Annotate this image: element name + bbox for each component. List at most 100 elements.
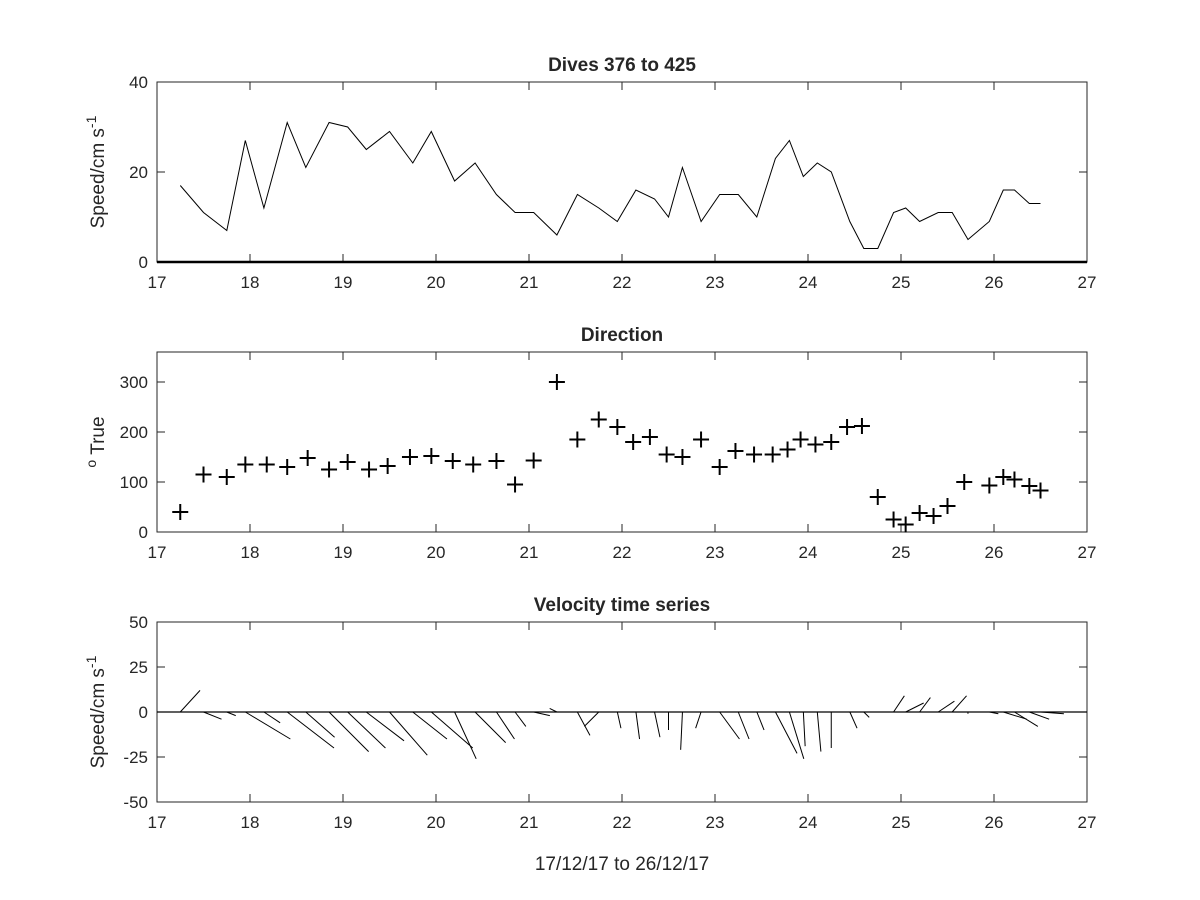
y-axis-label-main: True: [88, 416, 109, 454]
velocity-stick: [431, 711, 474, 749]
y-axis-label-sup: -1: [83, 115, 99, 128]
velocity-stick: [919, 697, 931, 713]
direction-marker: [939, 498, 956, 514]
direction-marker: [693, 431, 710, 448]
velocity-stick: [816, 711, 822, 752]
x-tick-label: 25: [892, 813, 911, 832]
direction-marker: [237, 456, 254, 473]
y-tick-label: 50: [129, 613, 148, 632]
y-tick-label: 0: [139, 703, 148, 722]
y-axis-label: o True: [83, 416, 109, 467]
direction-marker: [488, 453, 505, 469]
direction-marker: [279, 459, 296, 475]
chart-title: Dives 376 to 425: [548, 55, 696, 76]
velocity-stick: [937, 700, 955, 713]
direction-marker: [465, 456, 482, 473]
direction-marker: [807, 436, 824, 453]
y-tick-label: 100: [120, 473, 148, 492]
chart-title: Direction: [581, 325, 663, 346]
x-tick-label: 18: [241, 543, 260, 562]
x-tick-label: 21: [520, 273, 539, 292]
direction-marker: [897, 516, 914, 533]
direction-marker: [218, 469, 235, 485]
direction-marker: [361, 461, 378, 478]
x-tick-label: 27: [1078, 543, 1097, 562]
y-tick-label: 40: [129, 73, 148, 92]
x-tick-label: 18: [241, 813, 260, 832]
direction-marker: [885, 511, 902, 528]
velocity-stick: [616, 711, 622, 729]
velocity-stick: [756, 711, 765, 731]
x-tick-label: 19: [334, 543, 353, 562]
y-tick-label: 25: [129, 658, 148, 677]
direction-marker: [548, 374, 565, 390]
x-tick-label: 27: [1078, 273, 1097, 292]
x-tick-label: 21: [520, 813, 539, 832]
velocity-stick: [549, 707, 558, 713]
velocity-stick: [1014, 711, 1039, 727]
speed-series-line: [179, 120, 1041, 249]
y-axis-label-main: Speed/cm s: [88, 128, 109, 228]
x-tick-label: 17: [148, 813, 167, 832]
direction-marker: [956, 474, 973, 490]
direction-marker: [299, 450, 316, 466]
y-tick-label: 0: [139, 253, 148, 272]
direction-marker: [839, 419, 856, 435]
velocity-stick: [737, 711, 750, 740]
velocity-stick: [226, 711, 236, 717]
x-tick-label: 27: [1078, 813, 1097, 832]
velocity-stick: [365, 711, 405, 742]
direction-marker: [625, 434, 642, 450]
direction-marker: [609, 419, 626, 435]
velocity-stick: [328, 711, 370, 752]
x-tick-label: 24: [799, 813, 818, 832]
velocity-stick: [263, 711, 281, 724]
x-tick-label: 23: [706, 273, 725, 292]
direction-marker: [658, 446, 675, 463]
velocity-stick: [286, 711, 335, 749]
x-tick-label: 21: [520, 543, 539, 562]
velocity-stick: [496, 711, 515, 740]
direction-marker: [525, 452, 542, 469]
x-tick-label: 20: [427, 813, 446, 832]
direction-marker: [981, 477, 998, 494]
y-tick-label: 0: [139, 523, 148, 542]
direction-marker: [674, 449, 691, 465]
direction-marker: [379, 458, 396, 474]
y-axis-label-sup: -1: [83, 655, 99, 668]
x-tick-label: 19: [334, 813, 353, 832]
velocity-stick: [412, 711, 448, 740]
y-tick-label: 300: [120, 373, 148, 392]
x-tick-label: 20: [427, 273, 446, 292]
velocity-stick: [514, 711, 527, 727]
velocity-stick: [802, 711, 806, 747]
direction-marker: [172, 504, 189, 520]
direction-marker: [823, 434, 840, 450]
velocity-stick: [680, 711, 683, 750]
velocity-stick: [583, 711, 600, 727]
x-tick-label: 23: [706, 543, 725, 562]
x-tick-label: 17: [148, 273, 167, 292]
direction-marker: [911, 505, 928, 521]
velocity-stick: [849, 711, 858, 729]
direction-marker: [423, 448, 440, 464]
velocity-stick: [788, 711, 805, 759]
direction-marker: [853, 418, 870, 434]
velocity-stick: [719, 711, 740, 740]
velocity-stick: [951, 695, 967, 713]
direction-marker: [1032, 482, 1049, 499]
direction-marker: [995, 469, 1012, 485]
x-tick-label: 18: [241, 273, 260, 292]
velocity-stick: [635, 711, 641, 740]
velocity-stick: [347, 711, 386, 749]
x-tick-label: 25: [892, 273, 911, 292]
velocity-stick: [203, 711, 222, 720]
direction-marker: [764, 446, 781, 463]
y-axis-label-sup: o: [83, 460, 99, 468]
velocity-stick: [1003, 711, 1027, 720]
direction-marker: [569, 431, 586, 448]
direction-marker: [590, 411, 607, 428]
velocity-stick: [654, 711, 661, 738]
x-tick-label: 17: [148, 543, 167, 562]
y-tick-label: 200: [120, 423, 148, 442]
